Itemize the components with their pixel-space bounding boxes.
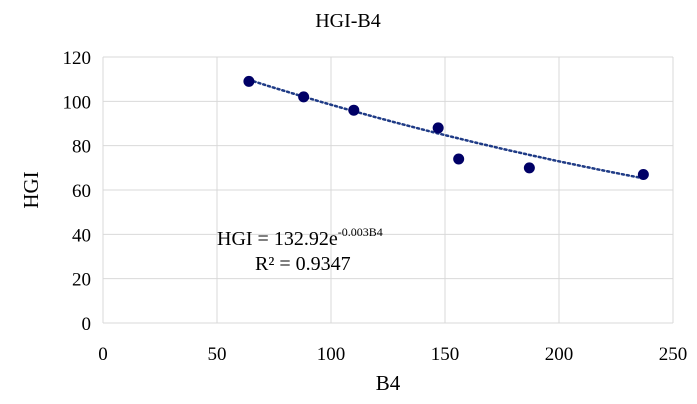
y-tick-label: 0 bbox=[82, 314, 92, 335]
x-tick-label: 200 bbox=[545, 344, 574, 365]
tick-labels: 0 20 40 60 80 100 120 0 50 100 150 200 250 bbox=[63, 48, 688, 365]
y-tick-label: 20 bbox=[72, 270, 91, 291]
trendline-layer bbox=[247, 78, 645, 180]
x-tick-label: 0 bbox=[98, 344, 108, 365]
trendline bbox=[247, 78, 645, 180]
chart-title: HGI-B4 bbox=[315, 10, 381, 32]
x-tick-label: 50 bbox=[208, 344, 227, 365]
equation-main: HGI = 132.92e bbox=[217, 228, 338, 250]
data-point bbox=[432, 122, 444, 134]
y-tick-label: 120 bbox=[63, 48, 92, 69]
y-tick-label: 40 bbox=[72, 225, 91, 246]
y-axis-label: HGI bbox=[19, 171, 43, 208]
data-point bbox=[637, 168, 649, 180]
y-tick-label: 60 bbox=[72, 181, 91, 202]
y-tick-label: 100 bbox=[63, 92, 92, 113]
data-point bbox=[298, 91, 310, 103]
gridlines bbox=[102, 56, 674, 324]
y-tick-label: 80 bbox=[72, 137, 91, 158]
x-tick-label: 250 bbox=[659, 344, 688, 365]
data-point bbox=[523, 162, 535, 174]
x-tick-label: 150 bbox=[431, 344, 460, 365]
data-point bbox=[348, 104, 360, 116]
equation-exponent: -0.003B4 bbox=[338, 225, 383, 239]
data-point bbox=[453, 153, 465, 165]
trendline-equation: HGI = 132.92e-0.003B4 bbox=[217, 225, 383, 250]
x-tick-label: 100 bbox=[317, 344, 346, 365]
r-squared-label: R² = 0.9347 bbox=[255, 253, 351, 275]
x-axis-label: B4 bbox=[376, 371, 401, 395]
data-point bbox=[243, 75, 255, 87]
data-points bbox=[243, 75, 649, 180]
